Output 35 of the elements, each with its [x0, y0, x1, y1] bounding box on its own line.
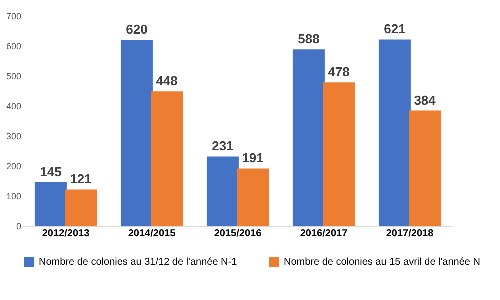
y-tick-label: 0	[16, 222, 22, 232]
data-label: 620	[126, 22, 148, 37]
data-label: 588	[298, 32, 320, 47]
y-tick-label: 100	[6, 192, 22, 202]
legend-label: Nombre de colonies au 31/12 de l'année N-1	[39, 257, 238, 268]
bar	[323, 82, 356, 226]
data-label: 121	[70, 172, 92, 187]
bar	[237, 168, 270, 226]
y-tick-label: 500	[6, 72, 22, 82]
x-tick-label: 2017/2018	[386, 228, 434, 240]
data-label: 621	[384, 22, 406, 37]
y-tick-label: 200	[6, 162, 22, 172]
y-tick-label: 400	[6, 102, 22, 112]
bar	[34, 182, 67, 226]
bar	[378, 40, 411, 226]
bar	[206, 156, 239, 226]
x-tick-label: 2016/2017	[300, 228, 348, 240]
data-label: 231	[212, 138, 234, 154]
bar	[65, 190, 98, 226]
y-tick-label: 600	[6, 42, 22, 52]
legend-label: Nombre de colonies au 15 avril de l'année N	[284, 257, 480, 268]
data-label: 448	[156, 74, 178, 89]
x-tick-label: 2014/2015	[128, 228, 176, 240]
bar	[151, 92, 184, 226]
x-tick-label: 2012/2013	[42, 228, 90, 240]
x-tick-label: 2015/2016	[214, 228, 262, 240]
data-label: 191	[242, 150, 264, 166]
bar	[409, 110, 442, 226]
bar	[292, 50, 325, 226]
y-tick-label: 300	[6, 132, 22, 142]
y-tick-label: 700	[6, 12, 22, 22]
data-label: 384	[414, 92, 437, 108]
bar	[120, 40, 153, 226]
data-label: 145	[40, 164, 62, 180]
data-label: 478	[328, 64, 350, 80]
